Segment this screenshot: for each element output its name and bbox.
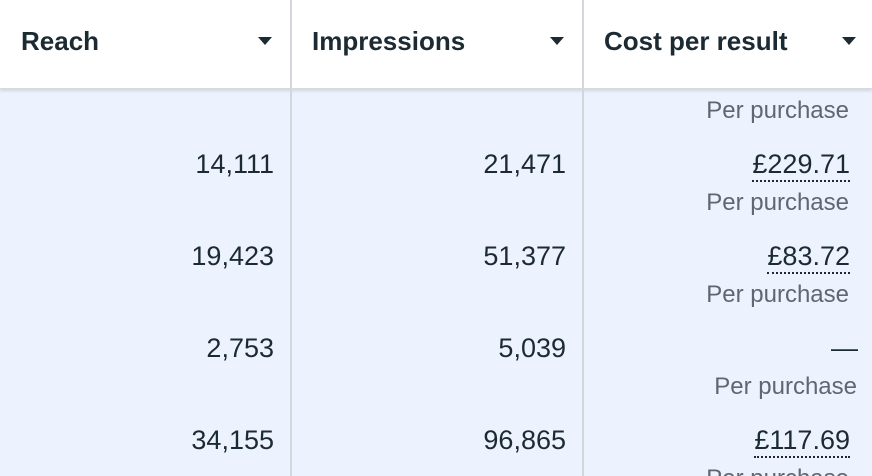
cost-per-result-subtext: Per purchase bbox=[706, 465, 849, 476]
table-body: Per purchase 14,111 21,471 £229.71 Per p… bbox=[0, 88, 872, 476]
reach-cell: 19,423 bbox=[191, 241, 274, 271]
impressions-sort-dropdown-icon[interactable] bbox=[550, 37, 564, 45]
cost-per-result-sort-dropdown-icon[interactable] bbox=[842, 37, 856, 45]
cost-per-result-subtext: Per purchase bbox=[714, 373, 857, 400]
cost-per-result-subtext: Per purchase bbox=[706, 189, 849, 216]
column-divider[interactable] bbox=[582, 0, 584, 476]
cost-per-result-subtext: Per purchase bbox=[706, 281, 849, 308]
column-header-cost-per-result[interactable]: Cost per result bbox=[584, 0, 872, 88]
reach-cell: 2,753 bbox=[206, 333, 274, 363]
reach-cell: 14,111 bbox=[195, 149, 274, 179]
column-header-impressions[interactable]: Impressions bbox=[292, 0, 582, 88]
impressions-cell: 96,865 bbox=[483, 425, 566, 455]
cost-per-result-cell: — bbox=[831, 333, 858, 363]
table-header: Reach Impressions Cost per result bbox=[0, 0, 872, 89]
column-divider[interactable] bbox=[290, 0, 292, 476]
cost-per-result-cell[interactable]: £83.72 bbox=[767, 240, 850, 274]
column-header-reach[interactable]: Reach bbox=[0, 0, 290, 88]
column-title-impressions: Impressions bbox=[312, 26, 466, 56]
cost-per-result-cell[interactable]: £229.71 bbox=[752, 148, 850, 182]
impressions-cell: 5,039 bbox=[498, 333, 566, 363]
reach-sort-dropdown-icon[interactable] bbox=[258, 37, 272, 45]
impressions-cell: 21,471 bbox=[483, 149, 566, 179]
reach-cell: 34,155 bbox=[191, 425, 274, 455]
column-title-reach: Reach bbox=[21, 26, 100, 56]
cost-per-result-cell[interactable]: £117.69 bbox=[754, 424, 850, 458]
column-title-cost-per-result: Cost per result bbox=[604, 26, 788, 56]
impressions-cell: 51,377 bbox=[483, 241, 566, 271]
cost-per-result-subtext: Per purchase bbox=[706, 97, 849, 124]
